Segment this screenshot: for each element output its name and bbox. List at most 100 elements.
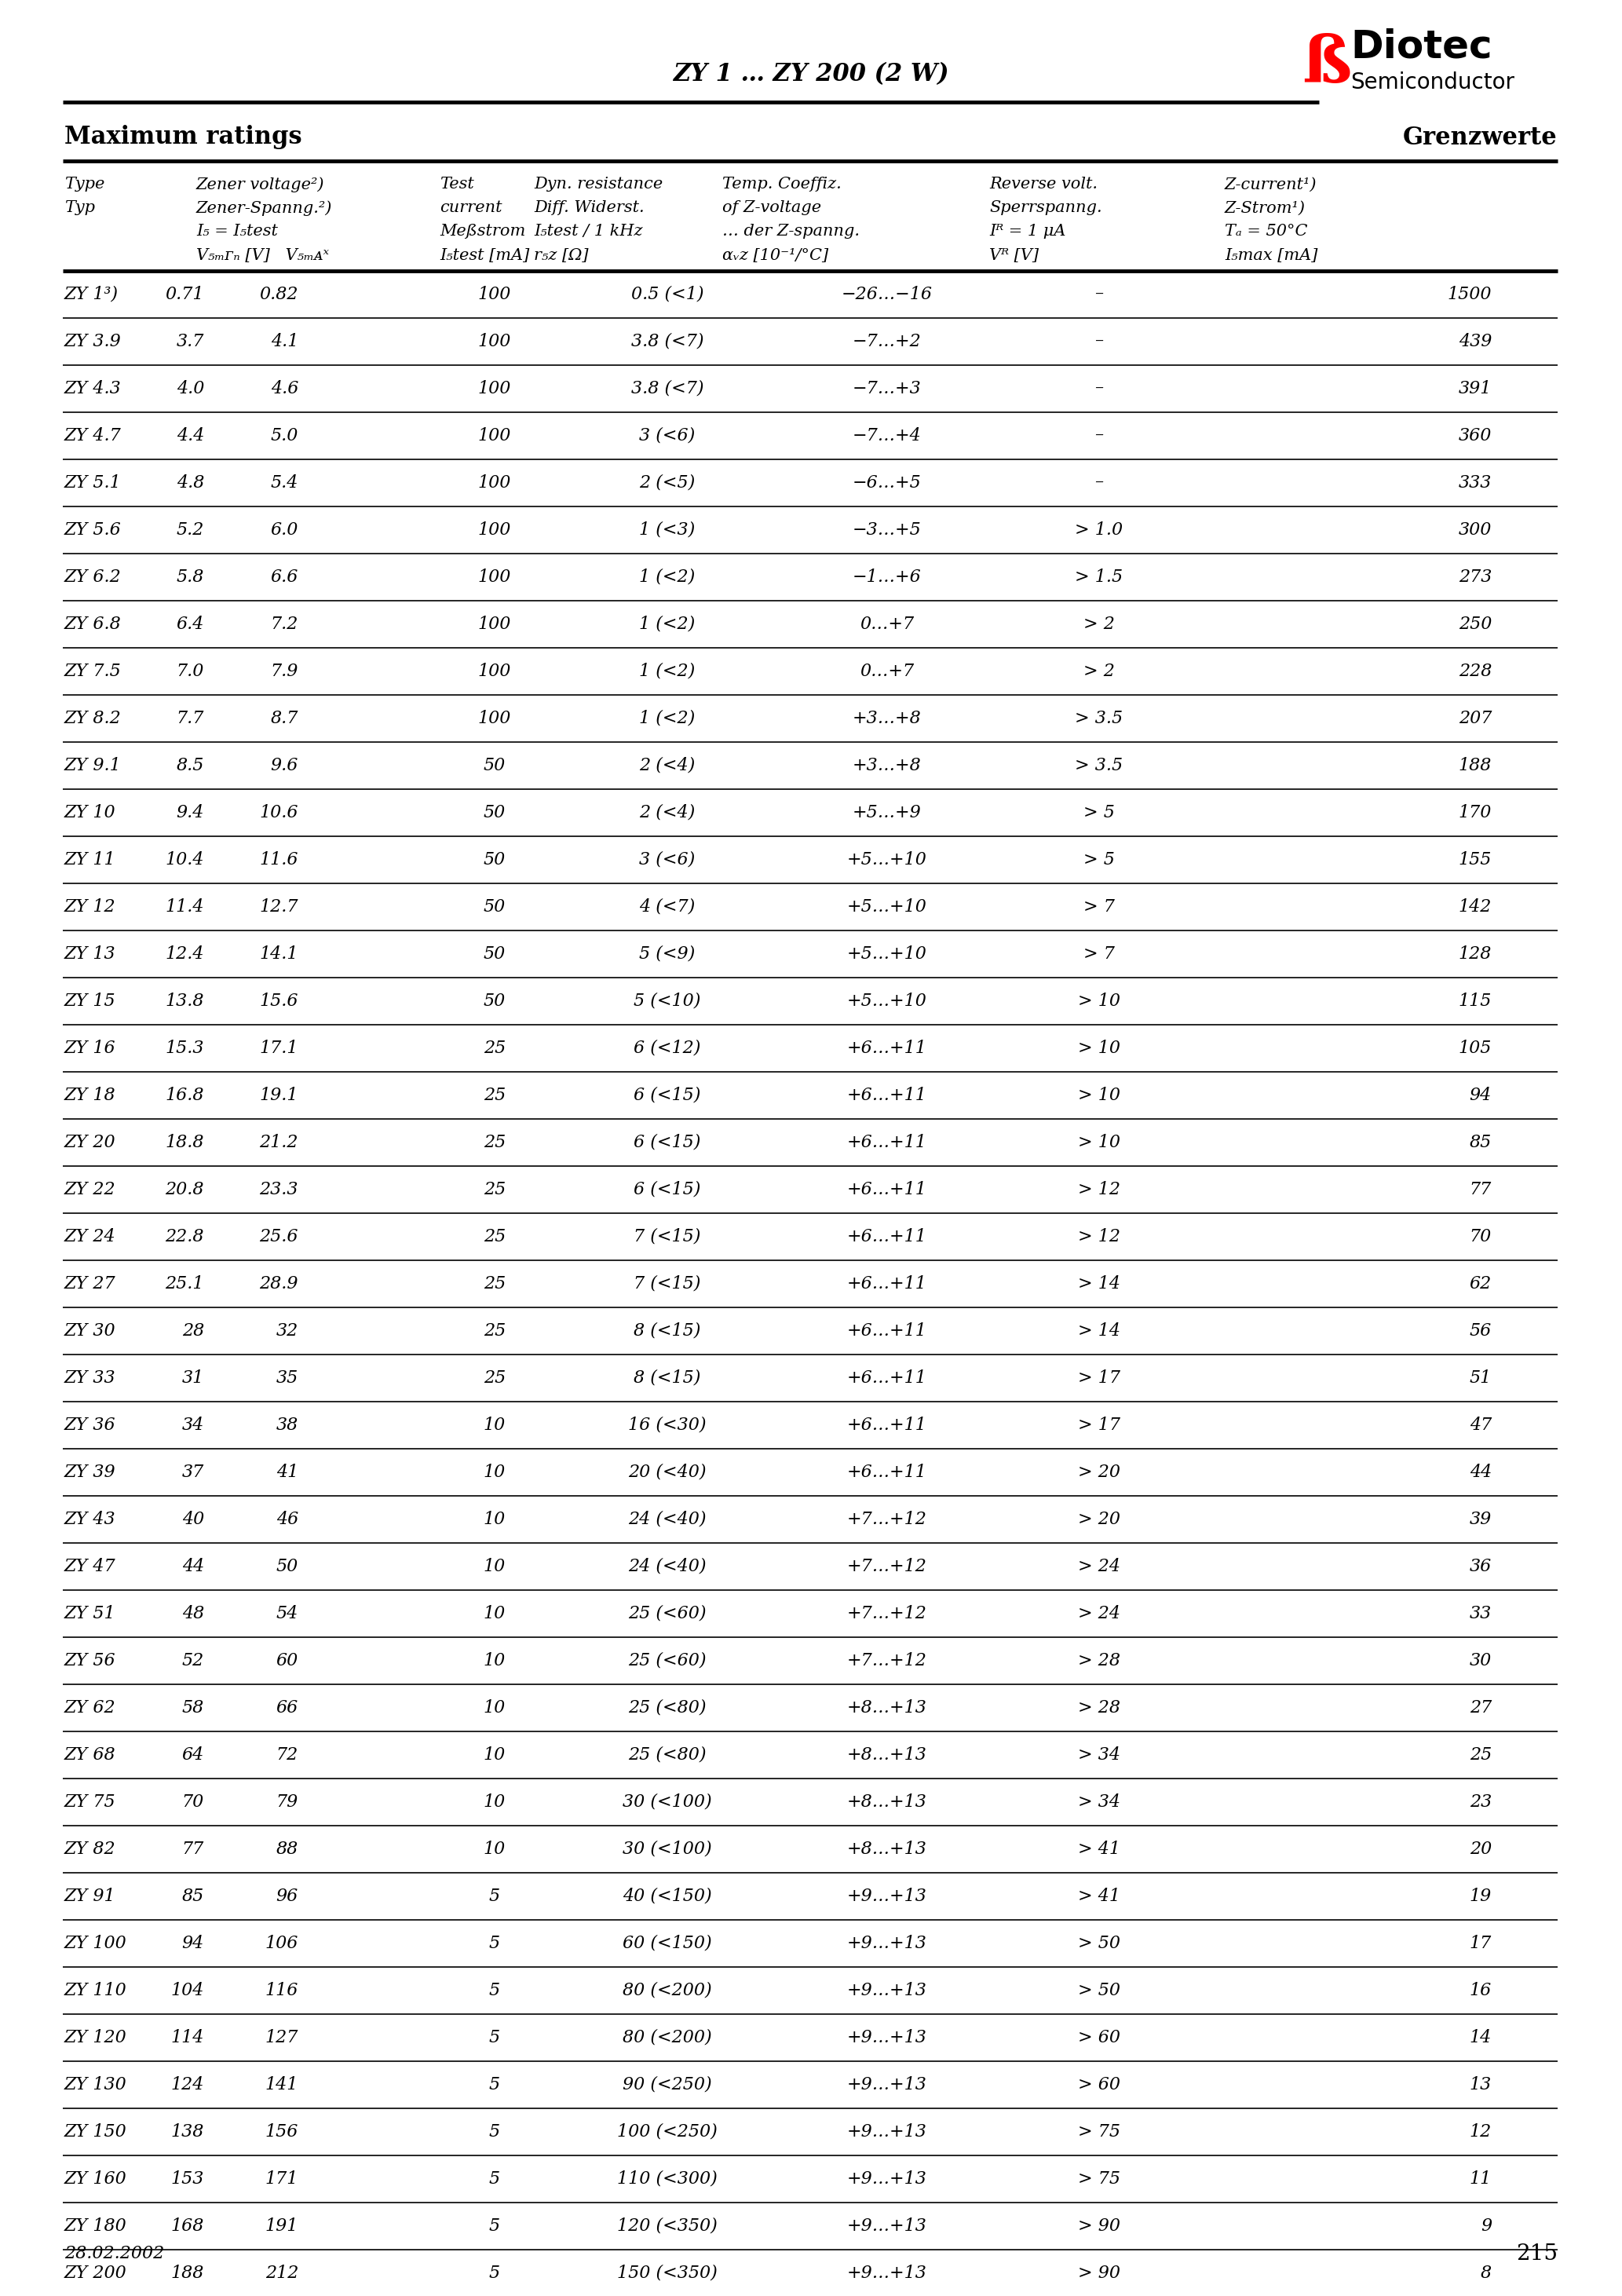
Text: > 90: > 90 <box>1079 2218 1121 2234</box>
Text: I₅ = I₅test: I₅ = I₅test <box>196 225 277 239</box>
Text: +5…+10: +5…+10 <box>847 898 928 916</box>
Text: > 34: > 34 <box>1079 1793 1121 1812</box>
Text: 10: 10 <box>483 1653 506 1669</box>
Text: 25: 25 <box>483 1322 506 1339</box>
Text: ZY 200: ZY 200 <box>65 2264 127 2282</box>
Text: 155: 155 <box>1458 852 1492 868</box>
Text: 6 (<15): 6 (<15) <box>634 1134 701 1150</box>
Text: 44: 44 <box>1470 1463 1492 1481</box>
Text: 40 (<150): 40 (<150) <box>623 1887 712 1906</box>
Text: 6.4: 6.4 <box>177 615 204 634</box>
Text: +6…+11: +6…+11 <box>847 1274 928 1293</box>
Text: 13.8: 13.8 <box>165 992 204 1010</box>
Text: ZY 1 … ZY 200 (2 W): ZY 1 … ZY 200 (2 W) <box>673 62 949 87</box>
Text: 7.2: 7.2 <box>271 615 298 634</box>
Text: +7…+12: +7…+12 <box>847 1511 928 1529</box>
Text: ZY 4.3: ZY 4.3 <box>65 381 122 397</box>
Text: 100: 100 <box>478 427 511 445</box>
Text: I₅test [mA]: I₅test [mA] <box>440 248 529 262</box>
Text: > 14: > 14 <box>1079 1322 1121 1339</box>
Text: 1500: 1500 <box>1447 285 1492 303</box>
Text: 5.8: 5.8 <box>177 569 204 585</box>
Text: 5: 5 <box>490 2264 500 2282</box>
Text: 391: 391 <box>1458 381 1492 397</box>
Text: 25: 25 <box>483 1274 506 1293</box>
Text: +8…+13: +8…+13 <box>847 1747 928 1763</box>
Text: ZY 5.6: ZY 5.6 <box>65 521 122 540</box>
Text: 1 (<2): 1 (<2) <box>639 664 696 680</box>
Text: > 41: > 41 <box>1079 1887 1121 1906</box>
Text: –: – <box>1095 381 1103 397</box>
Text: 10: 10 <box>483 1559 506 1575</box>
Text: 4.1: 4.1 <box>271 333 298 351</box>
Text: > 10: > 10 <box>1079 992 1121 1010</box>
Text: > 12: > 12 <box>1079 1180 1121 1199</box>
Text: 5: 5 <box>490 1887 500 1906</box>
Text: 10: 10 <box>483 1747 506 1763</box>
Text: 142: 142 <box>1458 898 1492 916</box>
Text: 100: 100 <box>478 285 511 303</box>
Text: ZY 160: ZY 160 <box>65 2170 127 2188</box>
Text: > 10: > 10 <box>1079 1086 1121 1104</box>
Text: 171: 171 <box>264 2170 298 2188</box>
Text: 5: 5 <box>490 2030 500 2046</box>
Text: 5: 5 <box>490 2218 500 2234</box>
Text: 8.5: 8.5 <box>177 758 204 774</box>
Text: ZY 6.8: ZY 6.8 <box>65 615 122 634</box>
Text: 156: 156 <box>264 2124 298 2140</box>
Text: Temp. Coeffiz.: Temp. Coeffiz. <box>722 177 842 193</box>
Text: +6…+11: +6…+11 <box>847 1086 928 1104</box>
Text: 16: 16 <box>1470 1981 1492 2000</box>
Text: 25: 25 <box>483 1368 506 1387</box>
Text: 24 (<40): 24 (<40) <box>628 1511 707 1529</box>
Text: 212: 212 <box>264 2264 298 2282</box>
Text: 46: 46 <box>276 1511 298 1529</box>
Text: 9.4: 9.4 <box>177 804 204 822</box>
Text: +3…+8: +3…+8 <box>853 758 921 774</box>
Text: 439: 439 <box>1458 333 1492 351</box>
Text: 188: 188 <box>170 2264 204 2282</box>
Text: –: – <box>1095 427 1103 445</box>
Text: 2 (<4): 2 (<4) <box>639 758 696 774</box>
Text: 207: 207 <box>1458 709 1492 728</box>
Text: 100 (<250): 100 (<250) <box>618 2124 717 2140</box>
Text: +7…+12: +7…+12 <box>847 1605 928 1623</box>
Text: Sperrspanng.: Sperrspanng. <box>989 200 1101 216</box>
Text: ZY 24: ZY 24 <box>65 1228 115 1244</box>
Text: 25: 25 <box>483 1134 506 1150</box>
Text: 60: 60 <box>276 1653 298 1669</box>
Text: > 10: > 10 <box>1079 1040 1121 1056</box>
Text: Meßstrom: Meßstrom <box>440 225 526 239</box>
Text: +6…+11: +6…+11 <box>847 1322 928 1339</box>
Text: 50: 50 <box>483 898 506 916</box>
Text: Vᴿ [V]: Vᴿ [V] <box>989 248 1038 262</box>
Text: > 14: > 14 <box>1079 1274 1121 1293</box>
Text: 15.3: 15.3 <box>165 1040 204 1056</box>
Text: … der Z-spanng.: … der Z-spanng. <box>722 225 860 239</box>
Text: 8.7: 8.7 <box>271 709 298 728</box>
Text: 23: 23 <box>1470 1793 1492 1812</box>
Text: 6.0: 6.0 <box>271 521 298 540</box>
Text: 44: 44 <box>182 1559 204 1575</box>
Text: 38: 38 <box>276 1417 298 1433</box>
Text: 17: 17 <box>1470 1936 1492 1952</box>
Text: 5: 5 <box>490 2076 500 2094</box>
Text: 5: 5 <box>490 1936 500 1952</box>
Text: 3.7: 3.7 <box>177 333 204 351</box>
Text: 7 (<15): 7 (<15) <box>634 1274 701 1293</box>
Text: −7…+4: −7…+4 <box>853 427 921 445</box>
Text: 30: 30 <box>1470 1653 1492 1669</box>
Text: ZY 22: ZY 22 <box>65 1180 115 1199</box>
Text: 14.1: 14.1 <box>260 946 298 962</box>
Text: 0.5 (<1): 0.5 (<1) <box>631 285 704 303</box>
Text: ZY 4.7: ZY 4.7 <box>65 427 122 445</box>
Text: 18.8: 18.8 <box>165 1134 204 1150</box>
Text: ZY 5.1: ZY 5.1 <box>65 475 122 491</box>
Text: ZY 10: ZY 10 <box>65 804 115 822</box>
Text: +9…+13: +9…+13 <box>847 2124 928 2140</box>
Text: +9…+13: +9…+13 <box>847 2076 928 2094</box>
Text: > 41: > 41 <box>1079 1841 1121 1857</box>
Text: +6…+11: +6…+11 <box>847 1417 928 1433</box>
Text: 100: 100 <box>478 615 511 634</box>
Text: 5 (<9): 5 (<9) <box>639 946 696 962</box>
